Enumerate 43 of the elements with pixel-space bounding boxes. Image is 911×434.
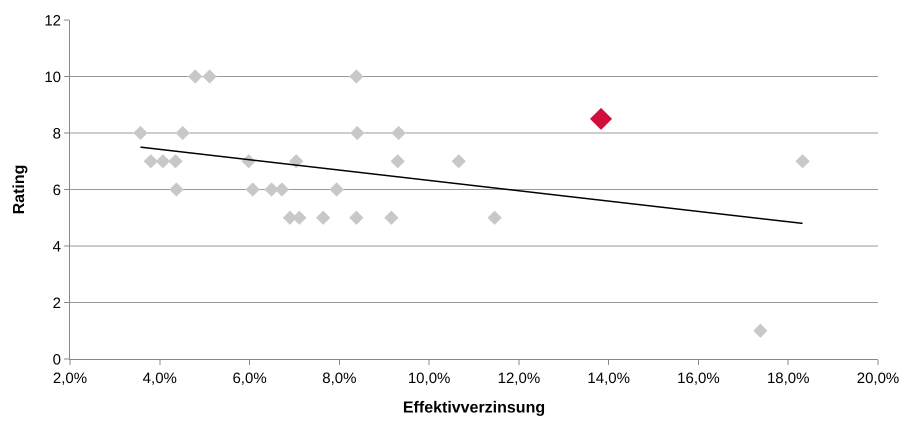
y-tick-label: 6 (52, 182, 61, 199)
point (289, 154, 304, 168)
x-tick-label: 12,0% (498, 370, 540, 387)
point (391, 126, 406, 140)
point (246, 182, 260, 197)
x-tick-label: 6,0% (232, 370, 267, 387)
y-tick-label: 0 (52, 351, 61, 368)
x-tick-label: 18,0% (766, 370, 810, 387)
point (144, 154, 158, 168)
point (329, 182, 344, 197)
point (488, 210, 502, 225)
point (590, 108, 612, 130)
point (188, 69, 202, 84)
x-tick-label: 20,0% (856, 370, 900, 387)
y-tick-label: 2 (52, 294, 61, 312)
y-tick-label: 4 (52, 238, 61, 256)
point (274, 182, 290, 197)
point (349, 210, 364, 225)
x-tick-label: 2,0% (52, 370, 88, 387)
point (795, 154, 810, 168)
point (349, 69, 364, 84)
point (202, 69, 217, 84)
x-tick-label: 14,0% (587, 370, 630, 387)
point (168, 154, 183, 168)
point (390, 154, 405, 168)
point (753, 324, 768, 338)
point (350, 126, 364, 140)
x-tick-label: 8,0% (322, 370, 356, 387)
y-tick-label: 12 (44, 12, 61, 30)
point (133, 126, 148, 140)
point (176, 126, 190, 140)
x-tick-label: 16,0% (677, 370, 720, 387)
point (156, 154, 170, 168)
y-tick-label: 8 (52, 125, 61, 142)
y-axis-title: Rating (11, 164, 28, 214)
y-tick-label: 10 (44, 68, 61, 86)
x-tick-label: 4,0% (142, 370, 177, 387)
x-tick-label: 10,0% (408, 370, 450, 387)
point (452, 154, 466, 168)
point (316, 210, 330, 225)
point (384, 210, 399, 225)
point (169, 182, 184, 197)
x-axis-title: Effektivverzinsung (402, 400, 546, 417)
